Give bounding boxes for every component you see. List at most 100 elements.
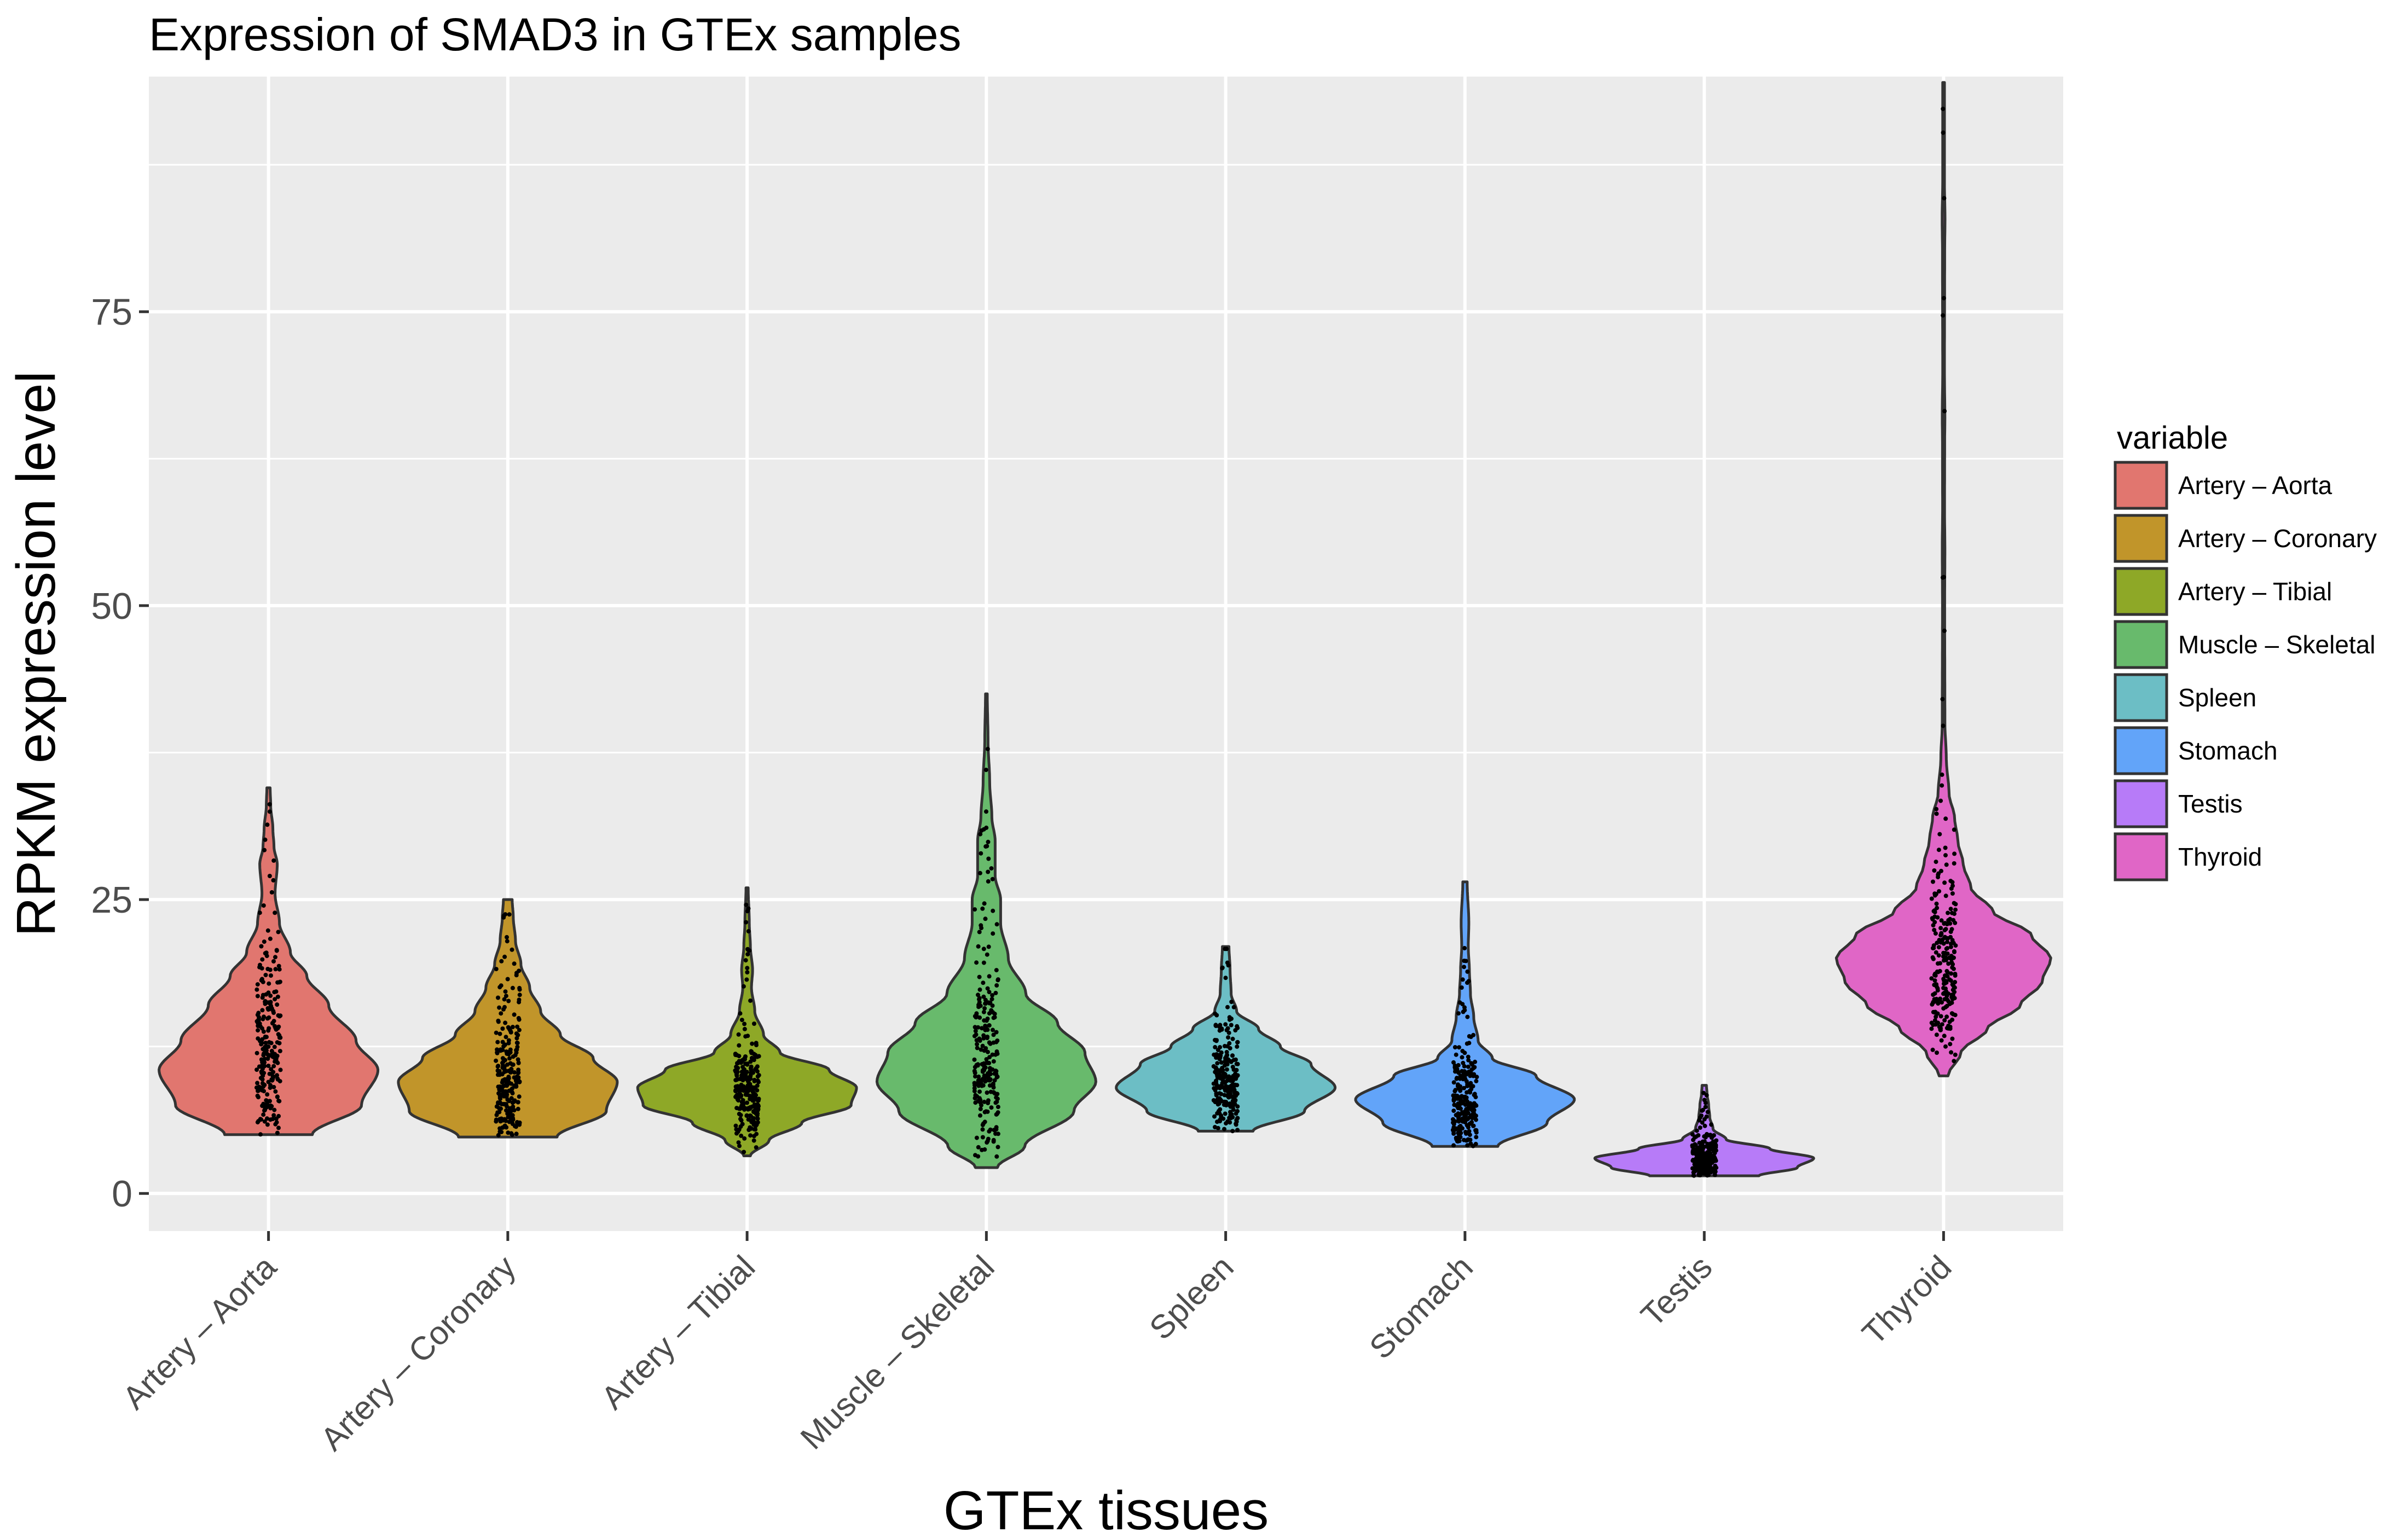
sample-dot [986,839,991,844]
sample-dot [1942,997,1947,1002]
sample-dot [262,1089,267,1094]
sample-dot [1223,947,1228,951]
legend-label: Stomach [2178,736,2278,765]
sample-dot [733,1053,738,1057]
sample-dot [499,1130,504,1134]
violin-group [397,898,619,1139]
sample-dot [507,1119,512,1124]
sample-dot [503,1035,508,1040]
sample-dot [1942,921,1947,926]
sample-dot [266,1064,271,1068]
sample-dot [1474,1135,1479,1140]
sample-dot [755,1054,760,1059]
sample-dot [973,1074,977,1079]
sample-dot [1932,973,1937,978]
sample-dot [1459,1111,1464,1116]
sample-dot [517,1080,522,1084]
sample-dot [990,1052,995,1057]
sample-dot [986,1101,991,1105]
sample-dot [1942,880,1947,885]
sample-dot [734,1084,739,1089]
sample-dot [503,1089,508,1094]
sample-dot [497,1117,502,1122]
sample-dot [989,1105,994,1110]
sample-dot [1217,1111,1222,1116]
sample-dot [977,1000,982,1005]
sample-dot [752,1022,756,1026]
sample-dot [263,1034,268,1039]
sample-dot [1946,918,1951,922]
sample-dot [745,1100,749,1105]
sample-dot [277,1035,282,1040]
sample-dot [1935,1051,1939,1055]
sample-dot [739,1075,744,1080]
sample-dot [995,1131,1000,1136]
sample-dot [258,1038,262,1043]
sample-dot [1693,1143,1698,1147]
sample-dot [745,1034,750,1038]
sample-dot [260,957,265,962]
sample-dot [1212,1114,1217,1119]
sample-dot [748,1125,752,1130]
sample-dot [744,902,749,907]
sample-dot [991,1010,995,1015]
sample-dot [1235,1109,1240,1113]
sample-dot [1936,953,1941,958]
sample-dot [976,944,981,949]
sample-dot [1697,1145,1701,1150]
sample-dot [1454,1052,1458,1057]
sample-dot [276,1098,281,1103]
sample-dot [495,1050,500,1055]
sample-dot [1941,1006,1946,1011]
sample-dot [1697,1140,1702,1145]
sample-dot [741,984,746,989]
sample-dot [1474,1078,1479,1083]
sample-dot [1466,1054,1471,1059]
sample-dot [750,1041,755,1046]
sample-dot [1222,1063,1227,1068]
sample-dot [746,1106,751,1111]
legend-item: Artery – Aorta [2114,461,2332,510]
sample-dot [263,1001,268,1006]
sample-dot [1229,1000,1234,1005]
sample-dot [1702,1134,1706,1139]
sample-dot [977,1038,982,1043]
sample-dot [1946,999,1951,1004]
sample-dot [1944,989,1949,994]
sample-dot [517,1028,522,1032]
sample-dot [991,1059,996,1064]
sample-dot [1705,1110,1710,1115]
sample-dot [1948,930,1953,934]
sample-dot [516,1060,521,1065]
sample-dot [1223,1111,1228,1116]
sample-dot [500,1048,505,1052]
sample-dot [977,930,982,935]
sample-dot [255,1081,260,1086]
sample-dot [755,1088,760,1093]
sample-dot [985,952,989,957]
sample-dot [496,1133,501,1138]
sample-dot [267,1071,272,1076]
sample-dot [974,1038,979,1043]
sample-dot [1939,1038,1944,1043]
sample-dot [752,1079,757,1083]
sample-dot [506,999,511,1003]
sample-dot [1952,851,1957,856]
sample-dot [973,907,977,912]
sample-dot [265,1122,270,1127]
sample-dot [1699,1156,1704,1161]
sample-dot [274,989,279,994]
sample-dot [1460,977,1465,982]
sample-dot [510,1091,515,1096]
sample-dot [1944,968,1949,973]
sample-dot [989,866,994,871]
violins [158,81,2052,1178]
sample-dot [978,1106,983,1111]
sample-dot [264,950,269,955]
sample-dot [1945,939,1949,944]
sample-dot [516,1057,520,1062]
sample-dot [1950,1012,1955,1017]
sample-dot [509,1066,514,1071]
y-tick-label: 50 [91,585,132,627]
sample-dot [738,1117,743,1122]
